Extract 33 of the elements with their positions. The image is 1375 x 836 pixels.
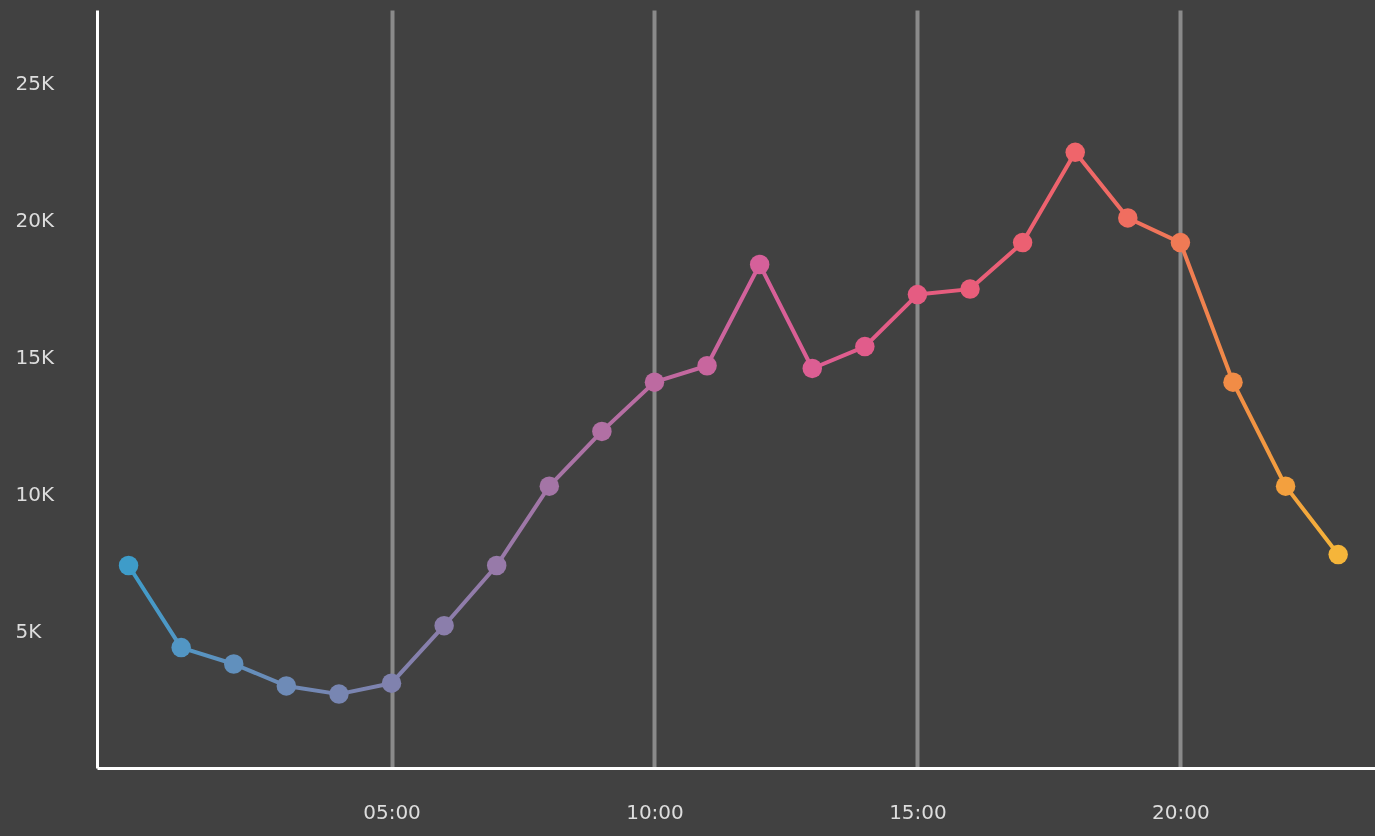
point xyxy=(329,684,349,704)
x-tick-label: 15:00 xyxy=(889,799,947,824)
point xyxy=(1223,372,1243,392)
y-tick-label: 10K xyxy=(15,481,55,506)
point xyxy=(1065,142,1085,163)
y-tick-label: 15K xyxy=(15,345,55,370)
point xyxy=(1012,232,1033,253)
point xyxy=(486,555,507,576)
x-tick-label: 20:00 xyxy=(1152,799,1210,824)
y-tick-label: 5K xyxy=(15,618,43,643)
point xyxy=(1170,232,1191,253)
y-tick-label: 20K xyxy=(15,208,55,233)
point xyxy=(118,555,139,576)
point xyxy=(1118,208,1138,228)
x-tick-label: 05:00 xyxy=(363,799,421,824)
point xyxy=(381,673,402,693)
point xyxy=(644,372,665,392)
y-tick-label: 25K xyxy=(15,71,55,96)
point xyxy=(434,615,454,636)
point xyxy=(960,279,980,299)
x-tick-label: 10:00 xyxy=(626,799,684,824)
point xyxy=(592,421,612,442)
point xyxy=(171,637,191,658)
point xyxy=(855,336,875,357)
point xyxy=(907,284,928,305)
point xyxy=(1328,544,1348,565)
point xyxy=(802,358,823,379)
point xyxy=(749,254,770,275)
point xyxy=(276,676,297,696)
point xyxy=(539,476,560,496)
point xyxy=(223,654,244,674)
point xyxy=(697,356,717,376)
point xyxy=(1275,476,1296,496)
